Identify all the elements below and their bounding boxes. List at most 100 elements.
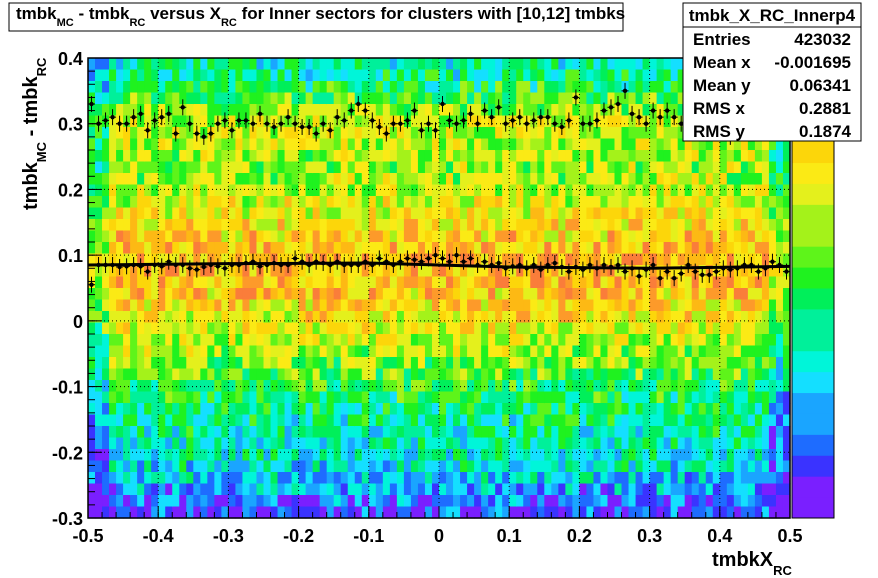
heatmap-cell — [221, 58, 229, 71]
heatmap-cell — [768, 426, 777, 439]
heatmap-cell — [340, 472, 349, 485]
heatmap-cell — [417, 230, 426, 243]
heatmap-cell — [214, 161, 222, 174]
heatmap-cell — [102, 184, 110, 197]
heatmap-cell — [102, 104, 110, 117]
heatmap-cell — [137, 81, 145, 94]
x-tick-label: -0.3 — [213, 526, 244, 546]
heatmap-cell — [712, 460, 721, 473]
heatmap-cell — [551, 483, 559, 496]
heatmap-cell — [523, 403, 531, 416]
heatmap-cell — [509, 460, 517, 473]
heatmap-cell — [88, 437, 96, 450]
heatmap-cell — [403, 242, 412, 255]
heatmap-cell — [403, 506, 412, 519]
profile-upper-point — [410, 102, 418, 119]
color-scale-segment — [792, 225, 834, 247]
heatmap-cell — [705, 138, 714, 151]
heatmap-cell — [333, 230, 342, 243]
heatmap-cell — [165, 299, 173, 312]
heatmap-cell — [256, 437, 265, 450]
heatmap-cell — [130, 449, 138, 462]
heatmap-cell — [235, 449, 244, 462]
heatmap-cell — [179, 230, 187, 243]
heatmap-cell — [116, 127, 124, 140]
heatmap-cell — [572, 196, 580, 209]
heatmap-cell — [151, 127, 159, 140]
heatmap-cell — [453, 184, 461, 197]
heatmap-cell — [291, 161, 300, 174]
heatmap-cell — [537, 460, 545, 473]
heatmap-cell — [677, 288, 686, 301]
heatmap-cell — [600, 299, 609, 312]
heatmap-cell — [670, 81, 679, 94]
y-tick-label: 0.3 — [58, 115, 83, 135]
heatmap-cell — [495, 368, 503, 381]
heatmap-cell — [368, 380, 377, 393]
heatmap-cell — [123, 391, 131, 404]
heatmap-cell — [691, 150, 700, 163]
heatmap-cell — [361, 265, 370, 278]
heatmap-cell — [761, 357, 770, 370]
x-tick-label: -0.5 — [72, 526, 103, 546]
heatmap-cell — [375, 173, 384, 186]
heatmap-cell — [109, 288, 117, 301]
heatmap-cell — [747, 437, 756, 450]
heatmap-cell — [495, 380, 503, 393]
heatmap-cell — [116, 196, 124, 209]
heatmap-cell — [509, 81, 517, 94]
heatmap-cell — [635, 58, 644, 71]
heatmap-cell — [453, 460, 461, 473]
heatmap-cell — [537, 495, 545, 508]
heatmap-cell — [165, 414, 173, 427]
heatmap-cell — [446, 357, 454, 370]
heatmap-cell — [488, 506, 496, 519]
heatmap-cell — [565, 437, 573, 450]
heatmap-cell — [600, 81, 609, 94]
heatmap-cell — [502, 506, 510, 519]
heatmap-cell — [509, 322, 517, 335]
heatmap-cell — [747, 173, 756, 186]
heatmap-cell — [761, 403, 770, 416]
heatmap-cell — [270, 219, 279, 232]
heatmap-cell — [446, 58, 454, 71]
heatmap-cell — [551, 276, 559, 289]
heatmap-cell — [186, 460, 194, 473]
heatmap-cell — [277, 495, 286, 508]
heatmap-cell — [361, 196, 370, 209]
heatmap-cell — [396, 288, 405, 301]
heatmap-cell — [298, 138, 307, 151]
heatmap-cell — [663, 173, 672, 186]
heatmap-cell — [361, 276, 370, 289]
heatmap-cell — [747, 495, 756, 508]
heatmap-cell — [474, 460, 482, 473]
heatmap-cell — [551, 173, 559, 186]
heatmap-cell — [312, 150, 321, 163]
heatmap-cell — [382, 380, 391, 393]
heatmap-cell — [431, 207, 440, 220]
heatmap-cell — [628, 230, 637, 243]
heatmap-cell — [474, 357, 482, 370]
heatmap-cell — [228, 81, 237, 94]
heatmap-cell — [270, 276, 279, 289]
heatmap-cell — [109, 334, 117, 347]
profile-upper-point — [572, 89, 580, 106]
heatmap-cell — [446, 380, 454, 393]
heatmap-cell — [207, 115, 215, 128]
heatmap-cell — [719, 334, 728, 347]
heatmap-cell — [614, 495, 623, 508]
heatmap-cell — [277, 403, 286, 416]
heatmap-cell — [733, 219, 742, 232]
heatmap-cell — [277, 196, 286, 209]
heatmap-cell — [186, 311, 194, 324]
profile-point — [405, 118, 410, 123]
heatmap-cell — [691, 184, 700, 197]
heatmap-cell — [116, 138, 124, 151]
heatmap-cell — [467, 265, 475, 278]
heatmap-cell — [144, 472, 152, 485]
heatmap-cell — [495, 92, 503, 105]
heatmap-cell — [179, 357, 187, 370]
heatmap-cell — [502, 288, 510, 301]
heatmap-cell — [382, 449, 391, 462]
heatmap-cell — [565, 196, 573, 209]
